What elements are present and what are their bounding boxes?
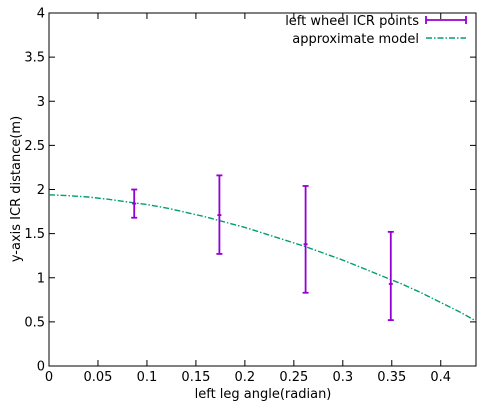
x-tick-label: 0.25 xyxy=(279,370,308,385)
y-axis: 0 0.5 1 1.5 2 2.5 3 3.5 4 xyxy=(24,7,476,375)
y-tick-label: 1 xyxy=(37,271,45,286)
x-tick-label: 0.05 xyxy=(83,370,112,385)
y-tick-label: 2 xyxy=(37,183,45,198)
plot-frame xyxy=(48,12,477,367)
x-tick-label: 0.3 xyxy=(332,370,353,385)
x-tick-label: 0.2 xyxy=(235,370,256,385)
legend-swatch-errorbar xyxy=(425,16,467,24)
errorbar-point xyxy=(387,230,394,322)
x-tick-label: 0.4 xyxy=(430,370,451,385)
model-line xyxy=(48,194,477,322)
legend-label-errorbar: left wheel ICR points xyxy=(285,14,419,29)
y-tick-label: 0 xyxy=(37,360,45,375)
y-tick-label: 4 xyxy=(37,7,45,22)
x-tick-label: 0.1 xyxy=(137,370,158,385)
model-series xyxy=(48,194,477,322)
errorbar-point xyxy=(302,185,309,294)
x-axis-label: left leg angle(radian) xyxy=(195,387,332,402)
x-tick-label: 0 xyxy=(45,370,53,385)
y-tick-label: 0.5 xyxy=(24,315,45,330)
x-tick-label: 0.35 xyxy=(377,370,406,385)
x-tick-label: 0.15 xyxy=(181,370,210,385)
y-tick-label: 1.5 xyxy=(24,227,45,242)
errorbar-series xyxy=(131,174,394,322)
legend: left wheel ICR points approximate model xyxy=(285,14,467,47)
legend-label-model: approximate model xyxy=(292,32,419,47)
y-tick-label: 2.5 xyxy=(24,139,45,154)
y-tick-label: 3 xyxy=(37,95,45,110)
plot-area xyxy=(48,12,477,367)
y-tick-label: 3.5 xyxy=(24,51,45,66)
y-axis-label: y-axis ICR distance(m) xyxy=(9,116,24,262)
x-axis: 0 0.05 0.1 0.15 0.2 0.25 0.3 0.35 0.4 xyxy=(45,13,451,385)
errorbar-point xyxy=(216,174,223,255)
errorbar-point xyxy=(131,188,138,219)
